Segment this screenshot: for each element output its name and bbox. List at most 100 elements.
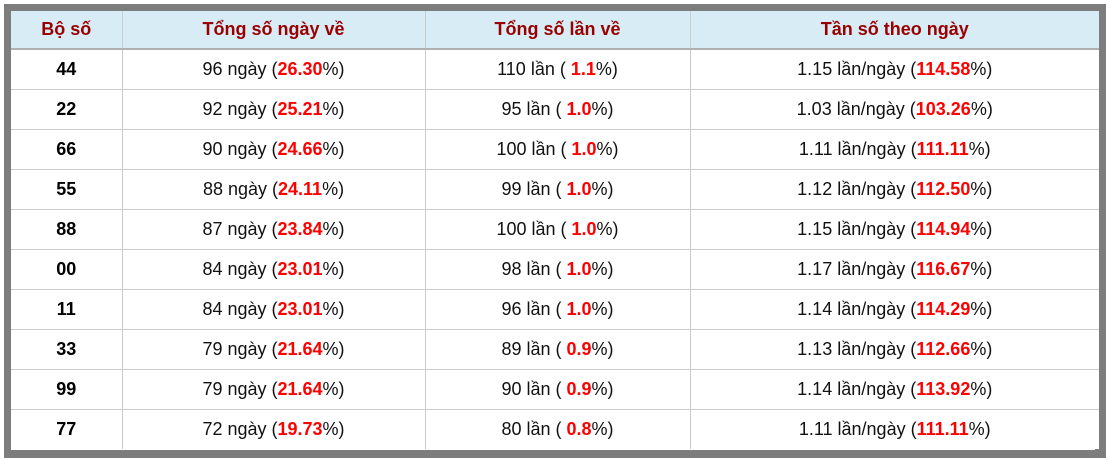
pair-cell: 66 — [11, 129, 122, 170]
pair-value: 88 — [56, 219, 77, 239]
frequency-suffix: %) — [970, 299, 993, 319]
frequency-suffix: %) — [970, 59, 993, 79]
days-percent: 23.84 — [277, 219, 323, 239]
times-percent: 1.0 — [566, 299, 592, 319]
frequency-text: 1.12 lần/ngày ( — [797, 179, 917, 199]
times-text: 89 lần ( — [501, 339, 567, 359]
frequency-cell: 1.03 lần/ngày (103.26%) — [689, 89, 1099, 130]
statistics-table-frame: Bộ số Tổng số ngày về Tổng số lần về Tần… — [4, 4, 1106, 458]
column-header-days: Tổng số ngày về — [121, 11, 425, 50]
frequency-text: 1.11 lần/ngày ( — [798, 419, 917, 439]
pair-value: 99 — [56, 379, 77, 399]
frequency-text: 1.17 lần/ngày ( — [797, 259, 917, 279]
times-suffix: %) — [595, 59, 618, 79]
times-percent: 1.0 — [571, 139, 597, 159]
table-row: 77 72 ngày (19.73%) 80 lần ( 0.8%) 1.11 … — [11, 409, 1099, 449]
table-row: 88 87 ngày (23.84%) 100 lần ( 1.0%) 1.15… — [11, 209, 1099, 250]
times-percent: 0.9 — [566, 339, 592, 359]
times-text: 110 lần ( — [497, 59, 571, 79]
frequency-suffix: %) — [970, 339, 993, 359]
days-text: 92 ngày ( — [202, 99, 278, 119]
days-cell: 88 ngày (24.11%) — [121, 169, 425, 210]
days-cell: 84 ngày (23.01%) — [121, 249, 425, 290]
pair-value: 33 — [56, 339, 77, 359]
times-cell: 90 lần ( 0.9%) — [424, 369, 690, 410]
pair-cell: 77 — [11, 409, 122, 449]
table-header: Bộ số Tổng số ngày về Tổng số lần về Tần… — [11, 11, 1099, 50]
frequency-percent: 111.11 — [916, 419, 969, 439]
days-suffix: %) — [322, 99, 345, 119]
days-percent: 26.30 — [277, 59, 323, 79]
times-text: 100 lần ( — [496, 139, 572, 159]
table-body: 44 96 ngày (26.30%) 110 lần ( 1.1%) 1.15… — [11, 49, 1099, 449]
table-row: 66 90 ngày (24.66%) 100 lần ( 1.0%) 1.11… — [11, 129, 1099, 170]
times-percent: 1.0 — [566, 99, 592, 119]
times-percent: 1.0 — [566, 179, 592, 199]
days-cell: 79 ngày (21.64%) — [121, 329, 425, 370]
times-suffix: %) — [591, 99, 614, 119]
days-percent: 23.01 — [277, 299, 323, 319]
times-suffix: %) — [591, 179, 614, 199]
times-suffix: %) — [591, 419, 614, 439]
times-text: 99 lần ( — [501, 179, 567, 199]
days-suffix: %) — [322, 419, 345, 439]
table-row: 22 92 ngày (25.21%) 95 lần ( 1.0%) 1.03 … — [11, 89, 1099, 130]
frequency-text: 1.14 lần/ngày ( — [797, 299, 917, 319]
days-cell: 84 ngày (23.01%) — [121, 289, 425, 330]
days-cell: 72 ngày (19.73%) — [121, 409, 425, 449]
pair-cell: 33 — [11, 329, 122, 370]
header-row: Bộ số Tổng số ngày về Tổng số lần về Tần… — [11, 11, 1099, 50]
frequency-percent: 114.29 — [916, 299, 971, 319]
frequency-cell: 1.12 lần/ngày (112.50%) — [689, 169, 1099, 210]
frequency-percent: 113.92 — [916, 379, 971, 399]
days-text: 84 ngày ( — [202, 299, 278, 319]
pair-cell: 00 — [11, 249, 122, 290]
frequency-text: 1.03 lần/ngày ( — [796, 99, 916, 119]
frequency-cell: 1.17 lần/ngày (116.67%) — [689, 249, 1099, 290]
pair-value: 44 — [56, 59, 77, 79]
times-cell: 100 lần ( 1.0%) — [424, 129, 690, 170]
times-suffix: %) — [596, 139, 619, 159]
times-percent: 0.9 — [566, 379, 592, 399]
times-cell: 110 lần ( 1.1%) — [424, 49, 690, 90]
pair-value: 55 — [56, 179, 77, 199]
times-cell: 89 lần ( 0.9%) — [424, 329, 690, 370]
days-suffix: %) — [322, 339, 345, 359]
pair-cell: 88 — [11, 209, 122, 250]
frequency-percent: 112.50 — [916, 179, 971, 199]
frequency-percent: 112.66 — [916, 339, 971, 359]
times-text: 100 lần ( — [496, 219, 572, 239]
times-percent: 0.8 — [566, 419, 592, 439]
times-cell: 80 lần ( 0.8%) — [424, 409, 690, 449]
frequency-cell: 1.15 lần/ngày (114.58%) — [689, 49, 1099, 90]
times-cell: 99 lần ( 1.0%) — [424, 169, 690, 210]
days-text: 87 ngày ( — [202, 219, 278, 239]
frequency-suffix: %) — [970, 219, 993, 239]
frequency-cell: 1.14 lần/ngày (114.29%) — [689, 289, 1099, 330]
days-text: 90 ngày ( — [202, 139, 278, 159]
pair-cell: 55 — [11, 169, 122, 210]
pair-value: 66 — [56, 139, 77, 159]
column-header-frequency: Tần số theo ngày — [689, 11, 1099, 50]
pair-cell: 99 — [11, 369, 122, 410]
days-suffix: %) — [322, 179, 345, 199]
days-cell: 90 ngày (24.66%) — [121, 129, 425, 170]
column-header-pair: Bộ số — [11, 11, 122, 50]
days-text: 72 ngày ( — [202, 419, 278, 439]
table-row: 00 84 ngày (23.01%) 98 lần ( 1.0%) 1.17 … — [11, 249, 1099, 290]
days-percent: 25.21 — [277, 99, 323, 119]
times-suffix: %) — [591, 299, 614, 319]
days-percent: 24.11 — [278, 179, 323, 199]
days-percent: 23.01 — [277, 259, 323, 279]
pair-value: 11 — [56, 299, 76, 319]
frequency-percent: 103.26 — [915, 99, 971, 119]
days-suffix: %) — [322, 259, 345, 279]
frequency-suffix: %) — [968, 419, 991, 439]
pair-value: 77 — [56, 419, 77, 439]
times-text: 98 lần ( — [501, 259, 567, 279]
times-cell: 98 lần ( 1.0%) — [424, 249, 690, 290]
frequency-cell: 1.15 lần/ngày (114.94%) — [689, 209, 1099, 250]
frequency-text: 1.14 lần/ngày ( — [797, 379, 917, 399]
days-suffix: %) — [322, 299, 345, 319]
times-percent: 1.1 — [570, 59, 596, 79]
